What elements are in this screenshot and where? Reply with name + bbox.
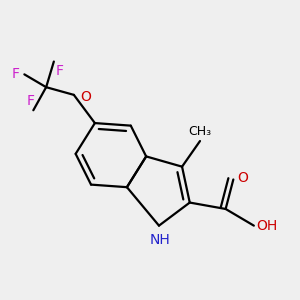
Text: F: F (11, 68, 19, 81)
Text: OH: OH (256, 219, 278, 232)
Text: F: F (27, 94, 35, 108)
Text: NH: NH (150, 233, 171, 247)
Text: F: F (55, 64, 63, 78)
Text: O: O (80, 90, 91, 104)
Text: O: O (237, 171, 248, 185)
Text: CH₃: CH₃ (188, 125, 212, 138)
